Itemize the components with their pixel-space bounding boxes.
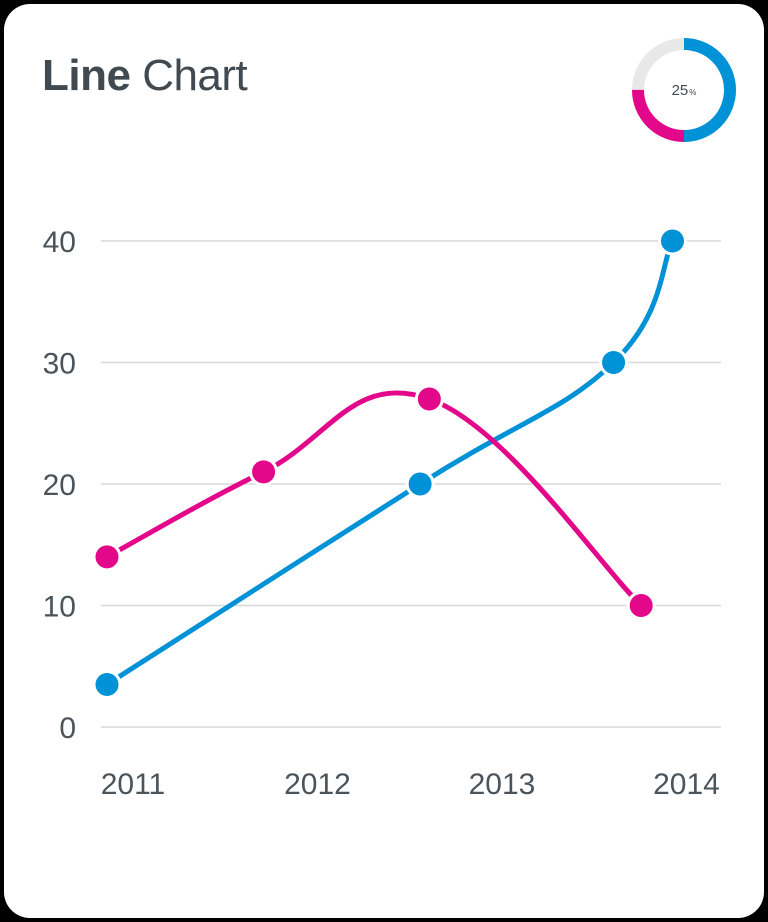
x-tick-label: 2011 [101, 768, 166, 801]
data-point[interactable] [405, 469, 435, 499]
data-point[interactable] [92, 669, 122, 699]
x-tick-label: 2013 [469, 768, 536, 801]
donut-value: 25 [671, 81, 689, 99]
data-point[interactable] [92, 542, 122, 572]
y-tick-label: 10 [43, 591, 76, 624]
chart-title: Line Chart [42, 48, 248, 104]
data-point[interactable] [249, 457, 279, 487]
y-tick-label: 30 [43, 348, 76, 381]
donut-unit: % [689, 87, 697, 97]
data-point[interactable] [626, 591, 656, 620]
progress-donut: 25% [626, 32, 742, 148]
x-tick-label: 2012 [284, 768, 351, 801]
series-line-1 [104, 238, 675, 687]
donut-arc-pink [632, 38, 736, 142]
chart-card: Line Chart 25% 0 10 20 30 40 2011 2012 2013 2014 [4, 4, 764, 918]
y-tick-label: 0 [59, 712, 76, 745]
data-point[interactable] [657, 226, 687, 256]
data-point[interactable] [599, 348, 629, 377]
series-line-2 [104, 390, 644, 608]
y-tick-label: 20 [43, 469, 76, 502]
y-tick-label: 40 [43, 226, 76, 259]
donut-label: 25% [626, 32, 742, 148]
progress-donut-ring [632, 38, 736, 142]
chart-title-bold: Line [42, 51, 131, 100]
x-tick-label: 2014 [653, 768, 720, 801]
data-point[interactable] [414, 384, 444, 414]
chart-title-rest: Chart [142, 51, 248, 100]
line-plot: 0 10 20 30 40 2011 2012 2013 2014 [43, 226, 721, 801]
